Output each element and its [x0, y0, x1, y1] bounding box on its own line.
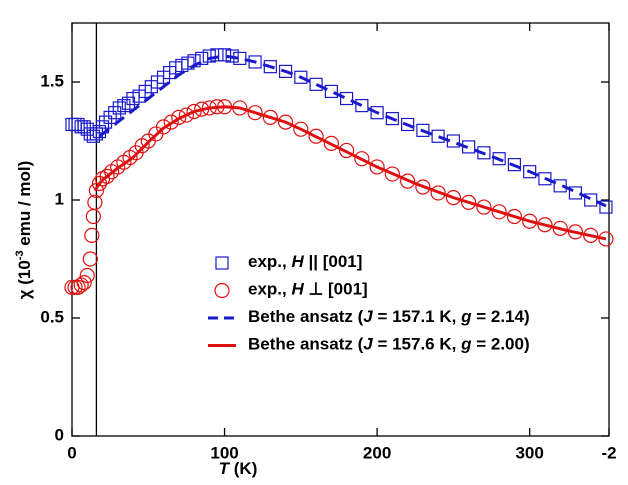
data-point	[98, 115, 113, 129]
data-point	[178, 107, 195, 123]
data-point	[400, 173, 416, 189]
y-axis-label-part: emu / mol)	[15, 161, 34, 251]
data-point	[293, 121, 309, 137]
data-point	[354, 151, 370, 167]
x-tick-label: -2	[601, 443, 616, 462]
data-point	[385, 111, 399, 126]
data-point	[401, 117, 415, 132]
data-point	[309, 77, 323, 91]
data-point	[384, 166, 400, 182]
data-point	[507, 158, 522, 172]
data-point	[88, 182, 105, 199]
data-point	[186, 103, 202, 120]
data-point	[217, 48, 232, 62]
data-point	[87, 194, 103, 210]
data-point	[247, 105, 263, 121]
legend-marker	[215, 256, 229, 270]
data-point	[99, 168, 115, 184]
data-point	[369, 159, 385, 175]
y-tick-label: 1	[55, 189, 64, 208]
data-point	[324, 84, 338, 99]
data-point	[79, 267, 95, 284]
data-point	[599, 200, 613, 214]
data-point	[430, 185, 446, 201]
data-point	[416, 123, 430, 137]
data-point	[522, 213, 538, 229]
data-point	[112, 101, 126, 115]
data-point	[117, 98, 131, 113]
x-tick-label: 0	[67, 443, 76, 462]
legend-label: exp., H ⊥ [001]	[248, 280, 368, 299]
data-point	[339, 142, 355, 159]
data-point	[340, 91, 354, 106]
data-point	[171, 109, 187, 126]
data-point	[163, 114, 179, 130]
data-point	[85, 208, 101, 225]
data-point	[308, 128, 324, 144]
plot-frame	[71, 22, 610, 437]
data-point	[294, 70, 308, 84]
data-point	[355, 98, 369, 113]
data-point	[584, 193, 598, 207]
data-point	[323, 135, 339, 151]
data-point	[82, 251, 98, 267]
data-point	[553, 179, 567, 193]
data-point	[538, 172, 552, 186]
legend-label: Bethe ansatz (J = 157.6 K, g = 2.00)	[248, 335, 530, 354]
x-tick-label: 300	[515, 443, 543, 462]
data-point	[506, 208, 523, 225]
data-point	[476, 199, 492, 215]
data-point	[278, 64, 293, 78]
y-axis-label: χ (10-3 emu / mol)	[14, 161, 35, 300]
data-point	[121, 96, 136, 110]
x-tick-label: 200	[363, 443, 391, 462]
data-point	[461, 194, 477, 210]
data-point	[370, 106, 384, 120]
y-tick-label: 0.5	[40, 307, 64, 326]
data-point	[103, 110, 117, 125]
data-point	[491, 204, 507, 220]
y-tick-label: 0	[55, 425, 64, 444]
data-point	[84, 227, 100, 243]
data-point	[262, 109, 278, 126]
data-point	[108, 106, 122, 120]
data-point	[277, 114, 294, 130]
legend-marker	[214, 282, 230, 299]
y-tick-label: 1.5	[40, 71, 64, 90]
legend-label: exp., H || [001]	[248, 252, 362, 271]
data-line	[98, 54, 607, 208]
data-point	[415, 179, 431, 195]
y-axis-label-part: χ (10	[15, 260, 34, 299]
x-tick-label: 100	[210, 443, 238, 462]
data-point	[67, 279, 83, 295]
data-point	[263, 60, 277, 74]
data-point	[155, 119, 172, 135]
data-point	[492, 152, 506, 166]
y-axis-label-sup: -3	[14, 250, 26, 260]
data-point	[445, 190, 461, 206]
data-point	[523, 165, 537, 179]
x-axis-label: T (K)	[219, 459, 258, 478]
data-point	[76, 275, 92, 291]
data-point	[431, 129, 445, 143]
legend-label: Bethe ansatz (J = 157.1 K, g = 2.14)	[248, 307, 530, 326]
data-point	[210, 48, 224, 62]
data-line	[93, 105, 607, 241]
